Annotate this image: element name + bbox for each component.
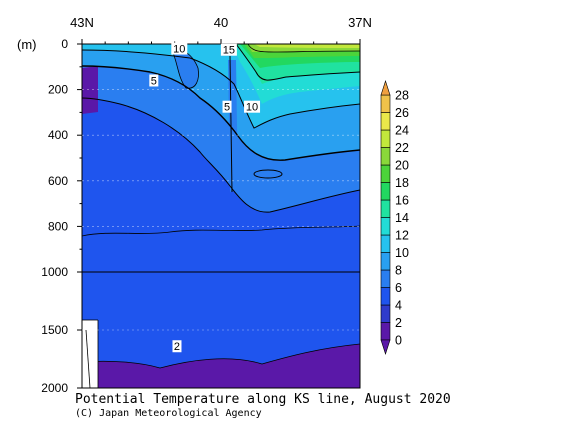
colorbar-label: 2 (395, 316, 402, 330)
contour-label: 5 (224, 102, 230, 114)
colorbar-cell (380, 129, 391, 148)
y-tick-label: 800 (48, 219, 68, 233)
colorbar-label: 8 (395, 264, 402, 278)
contour-label-box (171, 42, 188, 55)
contour-line-small (253, 169, 283, 179)
colorbar-cell (380, 147, 391, 166)
colorbar-cell (380, 182, 391, 201)
colorbar-label: 22 (395, 141, 409, 155)
contour-label-box (244, 100, 261, 113)
colorbar-cell (380, 112, 391, 131)
colorbar-label: 26 (395, 106, 409, 120)
contour-label: 10 (173, 44, 185, 56)
colorbar-cell (380, 94, 391, 113)
y-tick-label: 1500 (41, 323, 68, 337)
contour-label-box (172, 340, 182, 353)
seafloor-slope (85, 329, 91, 389)
colorbar-label: 18 (395, 176, 409, 190)
contour-labels: 10 15 5 5 10 2 (149, 42, 261, 353)
latitude-axis: 43N 40 37N (70, 15, 372, 44)
temperature-field (82, 44, 360, 388)
colorbar-cell (380, 322, 391, 341)
chart-title: Potential Temperature along KS line, Aug… (75, 392, 451, 407)
depth-axis: (m) 0 200 400 600 800 1000 1500 2000 (17, 37, 360, 395)
colorbar-cell (380, 252, 391, 271)
contour-line-6 (82, 97, 360, 213)
contour-label-box (220, 43, 237, 56)
colorbar-label: 28 (395, 89, 409, 103)
seafloor-mask (82, 320, 98, 388)
y-unit-label: (m) (17, 37, 37, 52)
y-tick-label: 1000 (41, 265, 68, 279)
colorbar-label: 14 (395, 211, 409, 225)
colorbar-label: 10 (395, 246, 409, 260)
contour-line-4 (82, 225, 360, 237)
y-tick-label: 0 (61, 37, 68, 51)
x-tick-label: 40 (214, 15, 228, 30)
contour-line-front (229, 55, 233, 193)
colorbar-label: 24 (395, 124, 409, 138)
contour-label: 15 (223, 45, 235, 57)
field-band-22-24 (254, 44, 360, 48)
contour-label: 5 (151, 75, 157, 87)
contour-line-20 (247, 44, 360, 53)
colorbar-cell (380, 287, 391, 306)
colorbar-label: 20 (395, 159, 409, 173)
y-tick-label: 200 (48, 83, 68, 97)
colorbar-label: 16 (395, 194, 409, 208)
x-tick-label: 37N (348, 15, 372, 30)
colorbar-min-triangle (380, 339, 391, 355)
colorbar-cell (380, 217, 391, 236)
colorbar-label: 4 (395, 299, 402, 313)
contour-line-eddy (171, 49, 199, 89)
chart-credit: (C) Japan Meteorological Agency (75, 408, 262, 419)
y-tick-label: 400 (48, 128, 68, 142)
x-tick-label: 43N (70, 15, 94, 30)
contour-label-box (222, 100, 232, 113)
contour-label: 10 (246, 102, 258, 114)
colorbar-cell (380, 164, 391, 183)
colorbar-cell (380, 304, 391, 323)
y-tick-label: 2000 (41, 381, 68, 395)
field-eddy-cold (172, 50, 199, 89)
contour-line-2 (82, 343, 360, 369)
contour-label-box (149, 74, 159, 87)
colorbar-label: 12 (395, 229, 409, 243)
colorbar-label: 0 (395, 334, 402, 348)
contour-line-15 (235, 44, 360, 81)
y-tick-label: 600 (48, 174, 68, 188)
colorbar-cell (380, 234, 391, 253)
contour-label: 2 (174, 341, 180, 353)
field-band-0-2-north (82, 66, 98, 114)
contour-line-10 (82, 49, 360, 129)
contour-line-8 (82, 65, 360, 161)
colorbar-label: 6 (395, 281, 402, 295)
colorbar-cell (380, 199, 391, 218)
colorbar-max-triangle (380, 80, 391, 96)
colorbar-cell (380, 269, 391, 288)
field-band-0-2 (82, 344, 360, 388)
